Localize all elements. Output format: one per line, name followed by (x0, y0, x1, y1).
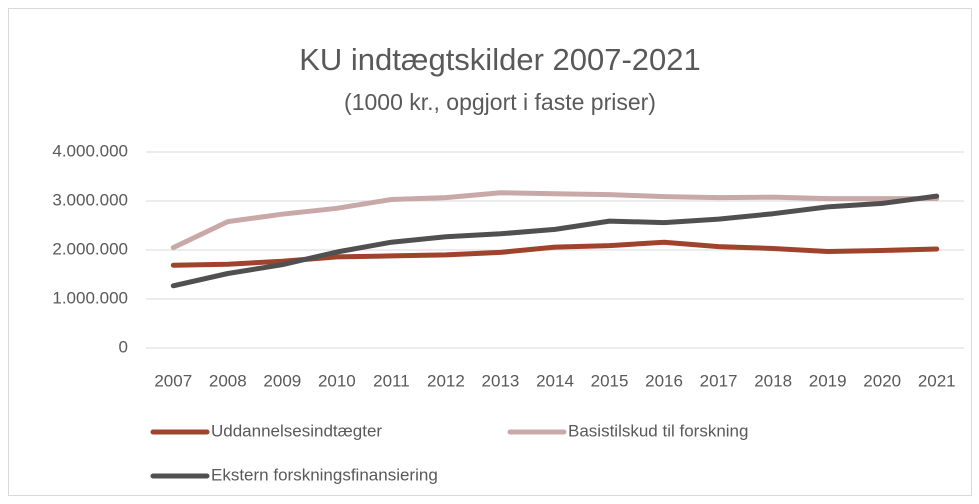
series-line (170, 193, 940, 289)
chart-subtitle: (1000 kr., opgjort i faste priser) (344, 89, 656, 115)
y-tick-label: 4.000.000 (52, 141, 128, 160)
x-tick-label: 2016 (645, 371, 683, 390)
x-tick-label: 2017 (700, 371, 738, 390)
x-tick-label: 2007 (154, 371, 192, 390)
legend-label: Basistilskud til forskning (568, 421, 748, 440)
x-tick-label: 2009 (263, 371, 301, 390)
chart-title: KU indtægtskilder 2007-2021 (299, 42, 701, 77)
x-tick-label: 2014 (536, 371, 574, 390)
x-tick-label: 2015 (591, 371, 629, 390)
y-tick-label: 0 (119, 337, 128, 356)
x-tick-label: 2018 (754, 371, 792, 390)
x-tick-label: 2021 (918, 371, 956, 390)
x-tick-label: 2020 (863, 371, 901, 390)
series-line (170, 190, 940, 251)
y-tick-label: 1.000.000 (52, 288, 128, 307)
legend-label: Uddannelsesindtægter (211, 421, 382, 440)
x-tick-label: 2012 (427, 371, 465, 390)
x-tick-label: 2010 (318, 371, 356, 390)
x-tick-label: 2011 (373, 371, 410, 390)
legend-label: Ekstern forskningsfinansiering (211, 465, 438, 484)
x-tick-label: 2019 (809, 371, 847, 390)
y-tick-label: 3.000.000 (52, 190, 128, 209)
x-tick-label: 2008 (209, 371, 247, 390)
x-tick-label: 2013 (482, 371, 520, 390)
y-tick-label: 2.000.000 (52, 239, 128, 258)
